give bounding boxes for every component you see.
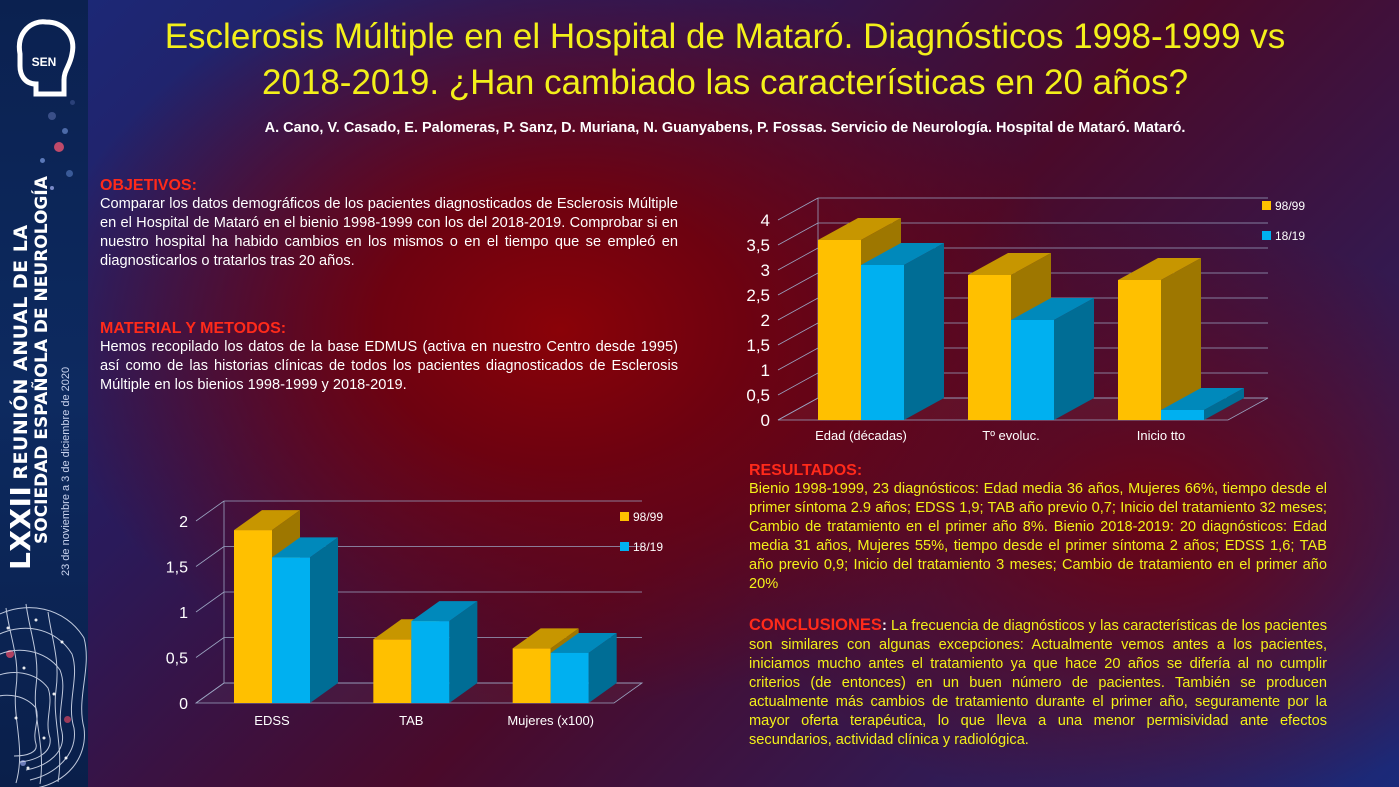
bar-top (1011, 298, 1094, 320)
sidebar: SEN LXXIIREUNIÓN ANUAL DE LA SOCIEDAD ES… (0, 0, 88, 787)
gridline-side (777, 372, 819, 396)
y-tick-label: 0,5 (166, 651, 188, 668)
x-category-label: Edad (décadas) (815, 428, 907, 443)
bar-top (818, 218, 901, 240)
sen-logo: SEN (16, 19, 76, 97)
bar-98-99-2 (1118, 280, 1161, 420)
y-tick-label: 2 (179, 514, 188, 531)
resultados-section: RESULTADOS: Bienio 1998-1999, 23 diagnós… (749, 461, 1327, 594)
bar-side (1054, 298, 1094, 420)
legend-swatch (620, 542, 629, 551)
y-tick-label: 0,5 (746, 386, 770, 405)
bar-top (272, 537, 338, 558)
y-tick-label: 2 (761, 311, 770, 330)
gridline-side (777, 222, 819, 246)
bar-top (861, 243, 944, 265)
event-line1: REUNIÓN ANUAL DE LA (10, 224, 32, 480)
legend-swatch (620, 512, 629, 521)
y-tick-label: 3 (761, 261, 770, 280)
conclusiones-text: La frecuencia de diagnósticos y las cara… (749, 618, 1327, 748)
event-banner: LXXIIREUNIÓN ANUAL DE LA SOCIEDAD ESPAÑO… (0, 0, 88, 578)
legend-label: 18/19 (1275, 229, 1305, 243)
bar-top (411, 601, 478, 622)
bar-top (550, 632, 617, 653)
material-section: MATERIAL Y METODOS: Hemos recopilado los… (100, 319, 678, 395)
conclusiones-colon: : (881, 618, 887, 634)
bar-top (1118, 258, 1201, 280)
bar-98-99-2 (512, 648, 551, 703)
title-line2: 2018-2019. ¿Han cambiado las característ… (261, 63, 1189, 102)
bar-side (310, 537, 338, 703)
poster-title: Esclerosis Múltiple en el Hospital de Ma… (120, 14, 1330, 106)
bar-side (588, 632, 617, 703)
bar-18-19-1 (411, 621, 450, 703)
legend-swatch (1262, 201, 1271, 210)
y-tick-label: 1 (761, 361, 770, 380)
event-dates: 23 de noviembre a 3 de diciembre de 2020 (60, 366, 72, 576)
gridline-side (777, 272, 819, 296)
conclusiones-section: CONCLUSIONES: La frecuencia de diagnósti… (749, 616, 1327, 750)
resultados-heading: RESULTADOS: (749, 462, 863, 479)
x-category-label: EDSS (254, 713, 290, 728)
bar-98-99-1 (373, 639, 412, 703)
bar-18-19-2 (550, 652, 589, 703)
gridline-side (195, 546, 225, 567)
x-category-label: Tº evoluc. (982, 428, 1040, 443)
gridline-side (777, 322, 819, 346)
objetivos-text: Comparar los datos demográficos de los p… (100, 196, 678, 269)
bar-side (904, 243, 944, 420)
x-category-label: TAB (399, 713, 423, 728)
legend-label: 18/19 (633, 540, 663, 554)
brain-illustration (0, 603, 87, 787)
event-line2: SOCIEDAD ESPAÑOLA DE NEUROLOGÍA (32, 176, 52, 544)
y-tick-label: 1,5 (166, 560, 188, 577)
y-tick-label: 2,5 (746, 286, 770, 305)
x-category-label: Inicio tto (1137, 428, 1185, 443)
gridline-side (195, 637, 225, 658)
chart-edad-evolucion-inicio: 0 0,5 1 1,5 2 2,5 3 3,5 4 Edad (décadas) Tº evoluc… (746, 197, 1305, 443)
gridline-side (777, 197, 819, 221)
chart-edss-tab-mujeres: 0 0,5 1 1,5 2 EDSS TAB Mujeres (x100) 98/99 18/19 (166, 500, 663, 728)
gridline-side (777, 247, 819, 271)
bar-side (449, 601, 478, 703)
bar-top (968, 253, 1051, 275)
gridline-side (777, 297, 819, 321)
x-category-label: Mujeres (x100) (507, 713, 594, 728)
y-tick-label: 3,5 (746, 236, 770, 255)
legend-label: 98/99 (1275, 199, 1305, 213)
objetivos-section: OBJETIVOS: Comparar los datos demográfic… (100, 176, 678, 271)
legend-swatch (1262, 231, 1271, 240)
bar-18-19-1 (1011, 320, 1054, 420)
y-tick-label: 1 (179, 605, 188, 622)
bar-18-19-0 (272, 557, 310, 703)
y-tick-label: 4 (761, 211, 770, 230)
objetivos-heading: OBJETIVOS: (100, 177, 197, 194)
logo-text: SEN (32, 55, 57, 69)
bar-98-99-0 (234, 530, 272, 703)
material-heading: MATERIAL Y METODOS: (100, 320, 287, 337)
bar-18-19-0 (861, 265, 904, 420)
bar-top (234, 510, 300, 531)
gridline-side (195, 591, 225, 613)
resultados-text: Bienio 1998-1999, 23 diagnósticos: Edad … (749, 481, 1327, 592)
y-tick-label: 1,5 (746, 336, 770, 355)
bar-top (1161, 388, 1244, 410)
bar-18-19-2 (1161, 410, 1204, 420)
title-line1: Esclerosis Múltiple en el Hospital de Ma… (164, 17, 1286, 56)
bar-top (512, 628, 579, 649)
bar-98-99-0 (818, 240, 861, 420)
gridline-side (195, 500, 225, 522)
conclusiones-heading: CONCLUSIONES (749, 616, 882, 634)
y-tick-label: 0 (179, 696, 188, 713)
legend-label: 98/99 (633, 510, 663, 524)
gridline-side (777, 347, 819, 371)
bar-98-99-1 (968, 275, 1011, 420)
authors: A. Cano, V. Casado, E. Palomeras, P. San… (264, 120, 1186, 136)
y-tick-label: 0 (761, 411, 770, 430)
material-text: Hemos recopilado los datos de la base ED… (100, 339, 678, 393)
bar-side (1204, 388, 1244, 420)
bar-side (1161, 258, 1201, 420)
